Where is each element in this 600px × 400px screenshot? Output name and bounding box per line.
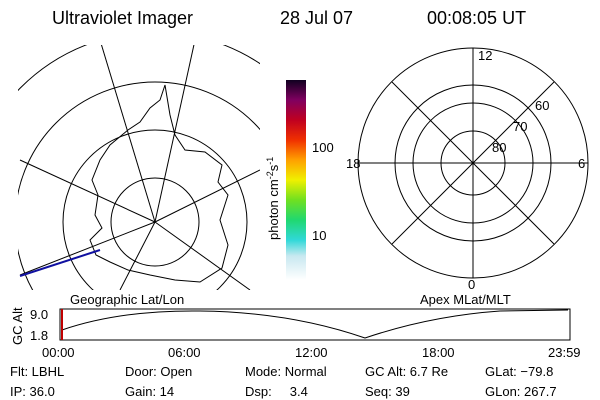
status-field: Dsp: 3.4 bbox=[245, 384, 308, 399]
colorbar bbox=[286, 80, 306, 280]
time-label: 06:00 bbox=[168, 345, 201, 360]
time-label: 23:59 bbox=[548, 345, 581, 360]
lon-line bbox=[154, 169, 260, 223]
mlt-label: 18 bbox=[346, 156, 360, 171]
title: Ultraviolet Imager bbox=[52, 8, 193, 28]
unit-s: s bbox=[266, 164, 281, 171]
geographic-map bbox=[18, 45, 260, 290]
status-field: Seq: 39 bbox=[365, 384, 410, 399]
coastline bbox=[89, 84, 229, 283]
colorbar-tick: 100 bbox=[312, 140, 334, 155]
unit: photon cm bbox=[266, 179, 281, 240]
alt-plot-frame bbox=[59, 308, 571, 341]
status-field: IP: 36.0 bbox=[10, 384, 55, 399]
status-field: Mode: Normal bbox=[245, 364, 327, 379]
lat-circle bbox=[110, 177, 200, 267]
time-label: 12:00 bbox=[295, 345, 328, 360]
time-label: 18:00 bbox=[422, 345, 455, 360]
unit-exp: -2 bbox=[265, 171, 275, 179]
mlat-label: 60 bbox=[535, 98, 549, 113]
status-field: Gain: 14 bbox=[125, 384, 174, 399]
mlt-label: 12 bbox=[478, 48, 492, 63]
mlat-label: 80 bbox=[492, 140, 506, 155]
mlt-line bbox=[391, 81, 555, 245]
mlat-label: 70 bbox=[513, 119, 527, 134]
alt-y-label: 9.0 bbox=[30, 307, 48, 322]
map-label: Apex MLat/MLT bbox=[420, 292, 511, 307]
map-label: Geographic Lat/Lon bbox=[70, 292, 184, 307]
status-field: Flt: LBHL bbox=[10, 364, 64, 379]
alt-axis-label: GC Alt bbox=[10, 307, 25, 345]
lon-line bbox=[154, 221, 251, 290]
lat-circle bbox=[18, 81, 260, 290]
status-field: GC Alt: 6.7 Re bbox=[365, 364, 448, 379]
alt-curve bbox=[61, 309, 569, 339]
unit-exp: -1 bbox=[265, 157, 275, 165]
orbit-track bbox=[19, 249, 101, 277]
lon-line bbox=[19, 159, 156, 223]
colorbar-tick: 10 bbox=[312, 228, 326, 243]
mlt-label: 6 bbox=[578, 156, 585, 171]
lon-line bbox=[119, 221, 156, 290]
alt-y-label: 1.8 bbox=[30, 328, 48, 343]
status-field: Door: Open bbox=[125, 364, 192, 379]
time-label: 00:00 bbox=[42, 345, 75, 360]
time: 00:08:05 UT bbox=[427, 8, 526, 28]
status-field: GLon: 267.7 bbox=[485, 384, 557, 399]
lat-circle bbox=[62, 129, 248, 290]
mlt-label: 0 bbox=[468, 277, 475, 292]
lon-line bbox=[19, 221, 156, 276]
footer: Flt: LBHL Door: Open Mode: Normal GC Alt: 6… bbox=[10, 364, 557, 399]
polar-map bbox=[357, 47, 589, 279]
lon-line bbox=[154, 45, 195, 223]
status-field: GLat: −79.8 bbox=[485, 364, 553, 379]
colorbar-label: photon cm-2s-1 bbox=[265, 157, 281, 240]
date: 28 Jul 07 bbox=[280, 8, 353, 28]
